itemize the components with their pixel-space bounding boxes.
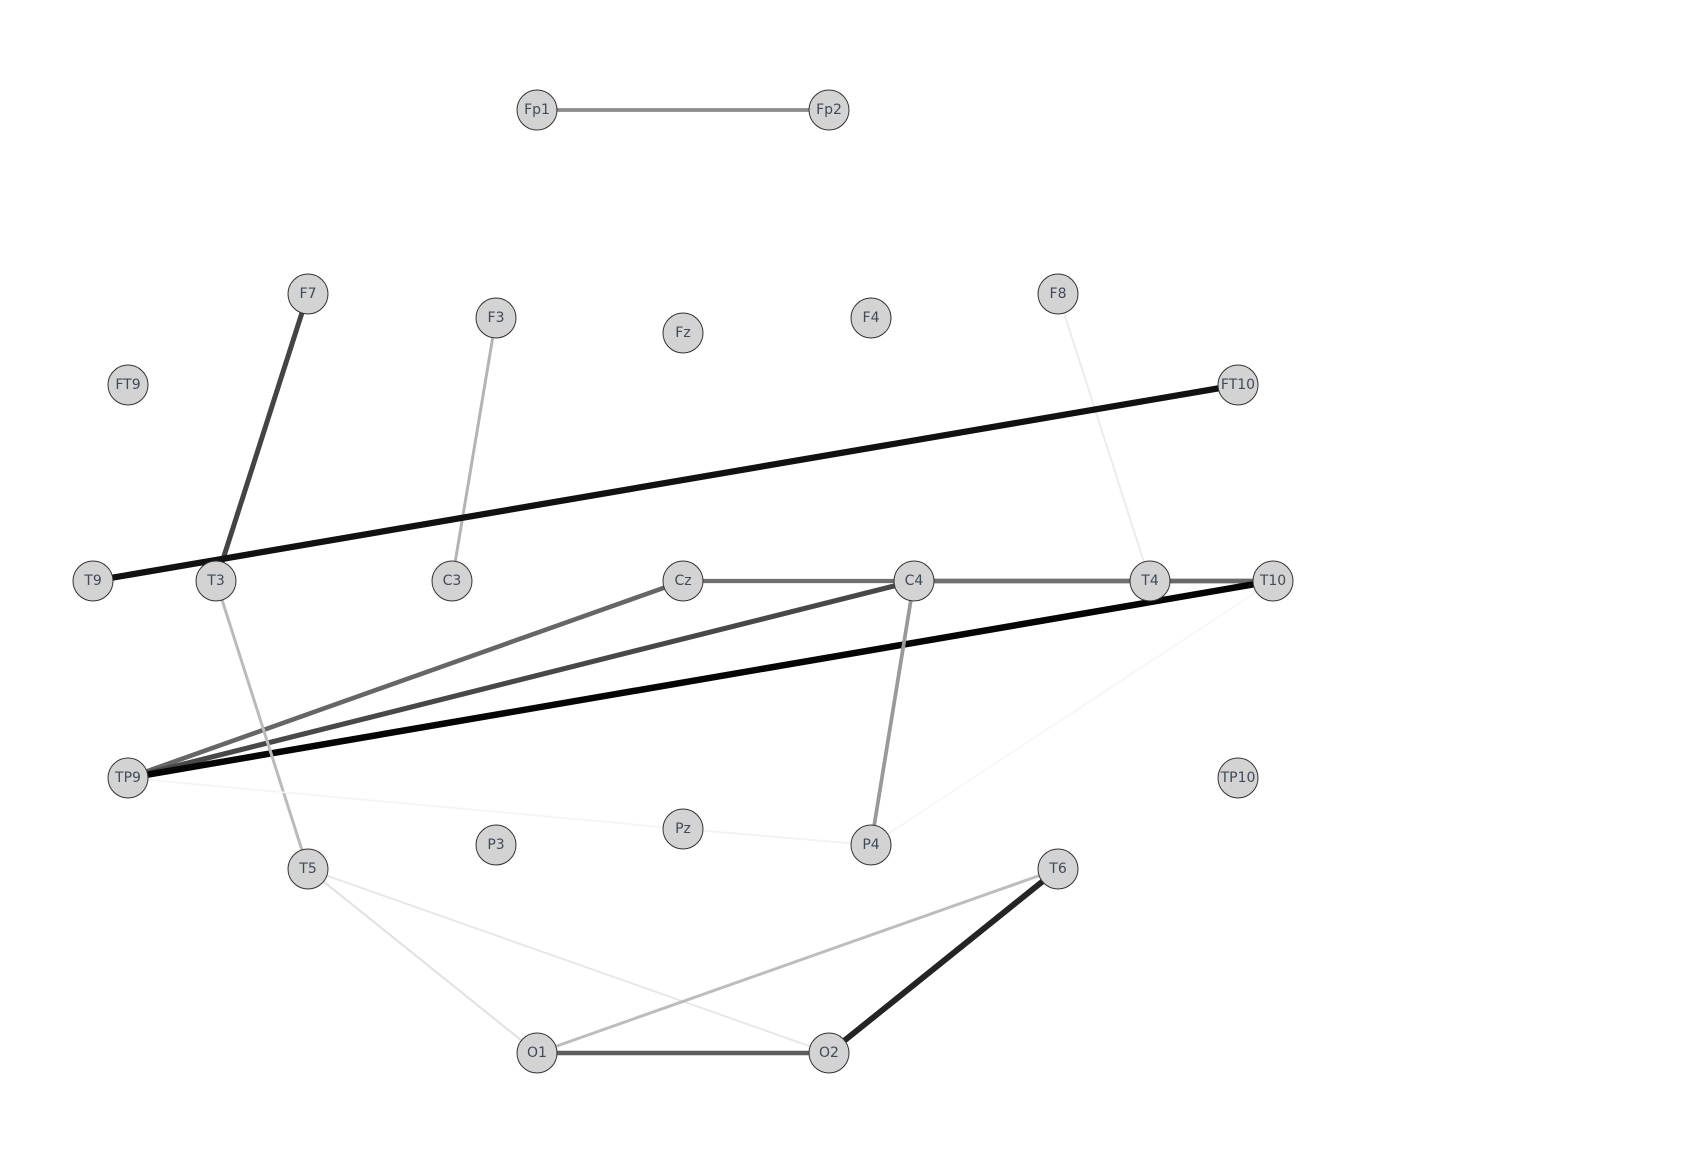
node-circle <box>107 757 149 799</box>
node-fz: Fz <box>662 312 704 354</box>
node-label: FT9 <box>115 377 140 393</box>
node-tp10: TP10 <box>1217 757 1259 799</box>
node-circle <box>1217 757 1259 799</box>
node-f8: F8 <box>1037 273 1079 315</box>
node-label: TP10 <box>1220 770 1256 786</box>
node-t5: T5 <box>287 848 329 890</box>
node-circle <box>516 89 558 131</box>
edge-t5-o2 <box>307 868 830 1054</box>
node-label: T5 <box>298 861 316 877</box>
node-circle <box>287 273 329 315</box>
node-label: C3 <box>443 573 462 589</box>
node-f7: F7 <box>287 273 329 315</box>
edge-tp9-cz <box>127 578 684 781</box>
node-label: P3 <box>487 837 504 853</box>
edge-c4-p4 <box>869 580 916 846</box>
edge-t5-o1 <box>307 868 538 1054</box>
node-f3: F3 <box>475 297 517 339</box>
node-circle <box>1217 364 1259 406</box>
node-circle <box>1129 560 1171 602</box>
edge-tp9-c4 <box>127 578 915 781</box>
node-ft9: FT9 <box>107 364 149 406</box>
node-label: F4 <box>863 310 880 326</box>
node-circle <box>808 1032 850 1074</box>
edge-f7-t3 <box>213 293 311 582</box>
node-circle <box>287 848 329 890</box>
node-o1: O1 <box>516 1032 558 1074</box>
node-label: O2 <box>819 1045 839 1061</box>
node-circle <box>107 364 149 406</box>
edge-o1-t6 <box>536 867 1059 1055</box>
edge-tp9-t10 <box>127 577 1274 782</box>
node-circle <box>1037 273 1079 315</box>
node-label: F3 <box>488 310 505 326</box>
node-p4: P4 <box>850 824 892 866</box>
node-circle <box>662 312 704 354</box>
node-circle <box>431 560 473 602</box>
node-t10: T10 <box>1252 560 1294 602</box>
edge-t9-ft10 <box>92 381 1239 585</box>
node-label: Pz <box>675 821 691 837</box>
node-tp9: TP9 <box>107 757 149 799</box>
node-label: F7 <box>300 286 317 302</box>
nodes-layer: Fp1 Fp2 F7 F3 Fz F4 F8 FT9 FT10 T9 T3 C3 Cz C4 T4 T10 TP… <box>72 89 1294 1074</box>
node-circle <box>1252 560 1294 602</box>
node-pz: Pz <box>662 808 704 850</box>
edge-p4-t10 <box>870 580 1274 846</box>
node-p3: P3 <box>475 824 517 866</box>
node-f4: F4 <box>850 297 892 339</box>
node-label: TP9 <box>114 770 141 786</box>
node-label: FT10 <box>1221 377 1255 393</box>
node-fp2: Fp2 <box>808 89 850 131</box>
node-label: Fp1 <box>524 102 550 118</box>
node-o2: O2 <box>808 1032 850 1074</box>
node-circle <box>808 89 850 131</box>
node-c4: C4 <box>893 560 935 602</box>
node-circle <box>1037 848 1079 890</box>
edge-pz-p4 <box>682 828 872 846</box>
node-label: T3 <box>206 573 224 589</box>
node-label: Cz <box>674 573 691 589</box>
edge-f3-c3 <box>450 317 498 582</box>
edge-f8-t4 <box>1057 293 1151 582</box>
node-circle <box>516 1032 558 1074</box>
node-circle <box>850 297 892 339</box>
node-label: Fp2 <box>816 102 842 118</box>
edge-t6-o2 <box>827 866 1060 1056</box>
node-t3: T3 <box>195 560 237 602</box>
node-label: P4 <box>862 837 879 853</box>
node-circle <box>662 808 704 850</box>
node-label: T9 <box>83 573 101 589</box>
node-fp1: Fp1 <box>516 89 558 131</box>
edges-layer <box>92 108 1274 1056</box>
node-circle <box>893 560 935 602</box>
node-circle <box>850 824 892 866</box>
node-t6: T6 <box>1037 848 1079 890</box>
node-cz: Cz <box>662 560 704 602</box>
node-label: F8 <box>1050 286 1067 302</box>
node-label: C4 <box>905 573 924 589</box>
node-label: Fz <box>675 325 690 341</box>
node-label: T6 <box>1048 861 1067 877</box>
node-t9: T9 <box>72 560 114 602</box>
node-label: T10 <box>1259 573 1286 589</box>
node-circle <box>475 297 517 339</box>
edge-t3-t5 <box>214 580 310 870</box>
node-circle <box>662 560 704 602</box>
node-circle <box>72 560 114 602</box>
edge-tp9-pz <box>127 777 684 830</box>
node-circle <box>475 824 517 866</box>
node-circle <box>195 560 237 602</box>
node-t4: T4 <box>1129 560 1171 602</box>
node-c3: C3 <box>431 560 473 602</box>
node-ft10: FT10 <box>1217 364 1259 406</box>
node-label: O1 <box>527 1045 547 1061</box>
node-label: T4 <box>1140 573 1159 589</box>
